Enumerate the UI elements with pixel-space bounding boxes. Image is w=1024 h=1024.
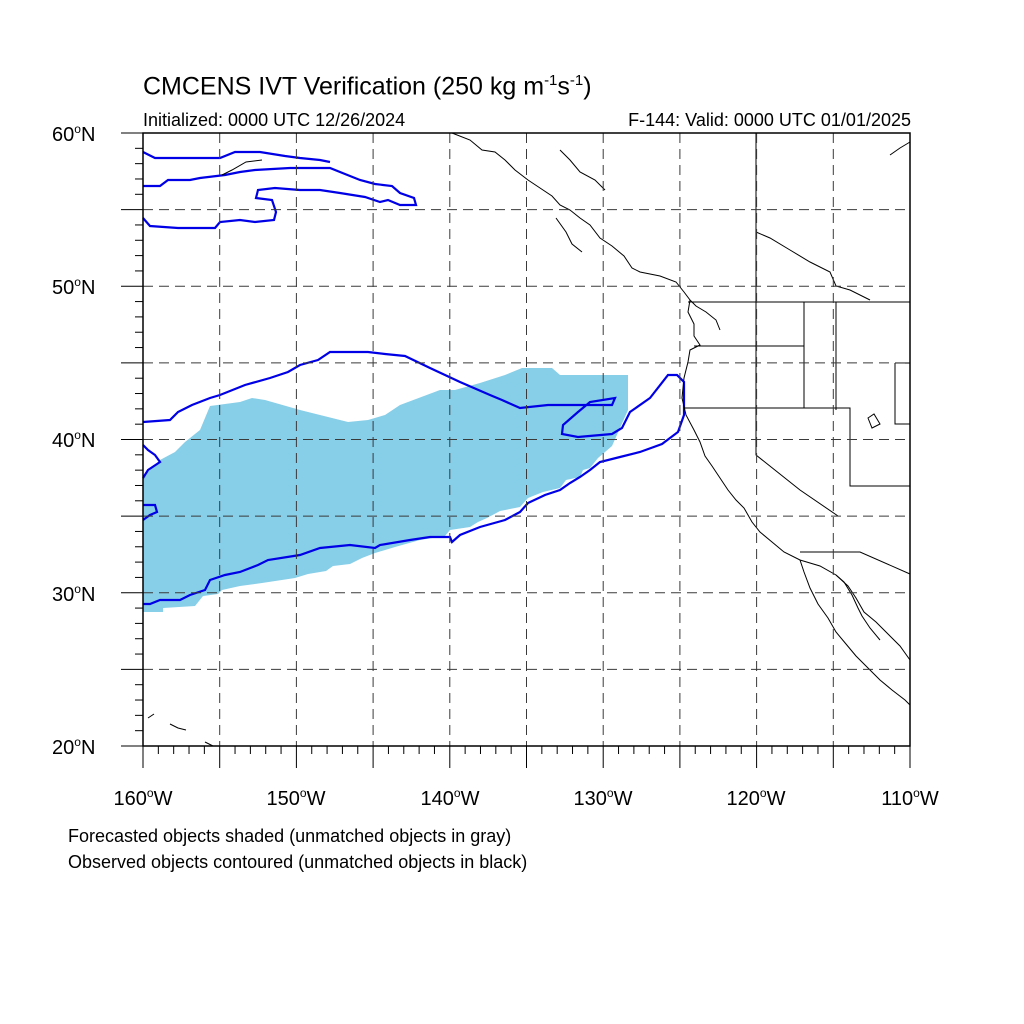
axis-ticks — [121, 132, 911, 768]
lat-label-20: 20oN — [52, 735, 96, 759]
grid-lines — [143, 133, 910, 746]
lon-label-130w: 130oW — [573, 786, 633, 810]
observed-contour-north-2 — [142, 150, 331, 164]
legend-observed-note: Observed objects contoured (unmatched ob… — [68, 852, 528, 872]
observed-contour-side-2 — [142, 503, 159, 521]
lat-label-60: 60oN — [52, 122, 96, 146]
lon-label-140w: 140oW — [420, 786, 480, 810]
lon-label-120w: 120oW — [726, 786, 786, 810]
legend-forecast-note: Forecasted objects shaded (unmatched obj… — [68, 826, 512, 846]
lat-label-50: 50oN — [52, 275, 96, 299]
chart-title: CMCENS IVT Verification (250 kg m-1s-1) — [143, 72, 592, 101]
map-frame — [142, 132, 911, 747]
lat-label-30: 30oN — [52, 582, 96, 606]
lon-label-150w: 150oW — [266, 786, 326, 810]
observed-contour-main — [142, 350, 686, 606]
observed-contour-side — [142, 444, 162, 479]
lat-label-40: 40oN — [52, 428, 96, 452]
political-boundaries — [684, 133, 911, 575]
coastlines — [147, 132, 911, 747]
initialized-time: Initialized: 0000 UTC 12/26/2024 — [143, 110, 406, 130]
lon-label-110w: 110oW — [881, 786, 939, 810]
valid-time: F-144: Valid: 0000 UTC 01/01/2025 — [628, 110, 911, 130]
forecast-object-shaded — [143, 368, 628, 612]
lon-label-160w: 160oW — [113, 786, 173, 810]
observed-contour-north — [142, 166, 418, 230]
